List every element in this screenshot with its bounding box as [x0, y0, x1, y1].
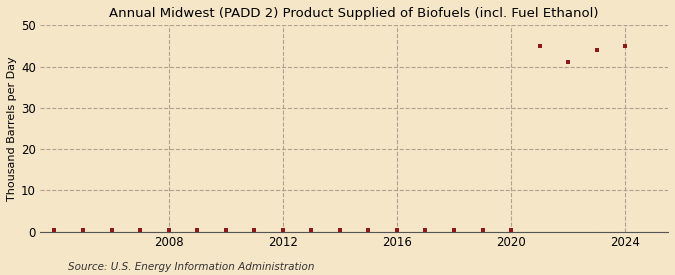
- Point: [392, 228, 402, 233]
- Point: [192, 228, 202, 233]
- Point: [506, 228, 516, 233]
- Point: [134, 228, 145, 233]
- Point: [106, 228, 117, 233]
- Title: Annual Midwest (PADD 2) Product Supplied of Biofuels (incl. Fuel Ethanol): Annual Midwest (PADD 2) Product Supplied…: [109, 7, 599, 20]
- Point: [420, 228, 431, 233]
- Point: [591, 48, 602, 52]
- Y-axis label: Thousand Barrels per Day: Thousand Barrels per Day: [7, 56, 17, 201]
- Point: [534, 44, 545, 48]
- Point: [49, 228, 60, 233]
- Point: [78, 228, 88, 233]
- Point: [449, 228, 460, 233]
- Point: [563, 60, 574, 65]
- Point: [620, 44, 630, 48]
- Text: Source: U.S. Energy Information Administration: Source: U.S. Energy Information Administ…: [68, 262, 314, 272]
- Point: [220, 228, 231, 233]
- Point: [363, 228, 374, 233]
- Point: [277, 228, 288, 233]
- Point: [163, 228, 174, 233]
- Point: [334, 228, 345, 233]
- Point: [306, 228, 317, 233]
- Point: [477, 228, 488, 233]
- Point: [249, 228, 260, 233]
